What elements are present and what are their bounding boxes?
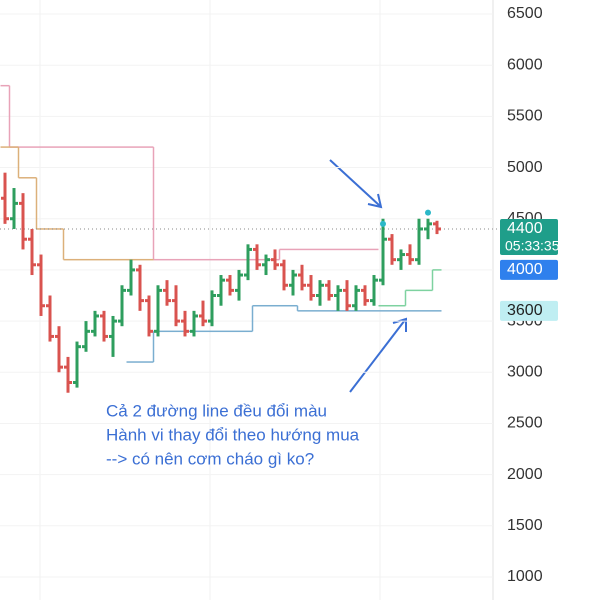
- marker-dot: [380, 220, 386, 227]
- y-tick-label: 1000: [507, 568, 543, 585]
- price-label: 4000: [507, 261, 543, 278]
- annotation-text: Cả 2 đường line đều đổi màu: [106, 401, 327, 420]
- price-label-time: 05:33:35: [505, 238, 560, 254]
- annotation-text: --> có nên cơm cháo gì ko?: [106, 449, 314, 468]
- y-tick-label: 2500: [507, 415, 543, 432]
- y-tick-label: 3000: [507, 363, 543, 380]
- price-label: 3600: [507, 302, 543, 319]
- arrow-head: [392, 317, 407, 332]
- y-tick-label: 6500: [507, 5, 543, 22]
- y-tick-label: 5000: [507, 159, 543, 176]
- price-label-box: [500, 259, 558, 280]
- price-label-box: [500, 300, 558, 321]
- y-tick-label: 5500: [507, 108, 543, 125]
- price-label-box: [500, 218, 558, 255]
- y-tick-label: 6000: [507, 56, 543, 73]
- y-tick-label: 2000: [507, 466, 543, 483]
- marker-dot: [425, 209, 431, 216]
- arrow-head: [367, 193, 383, 209]
- y-tick-label: 1500: [507, 517, 543, 534]
- arrow: [349, 319, 406, 393]
- annotation-text: Hành vi thay đổi theo hướng mua: [106, 425, 360, 444]
- price-label: 4400: [507, 220, 543, 237]
